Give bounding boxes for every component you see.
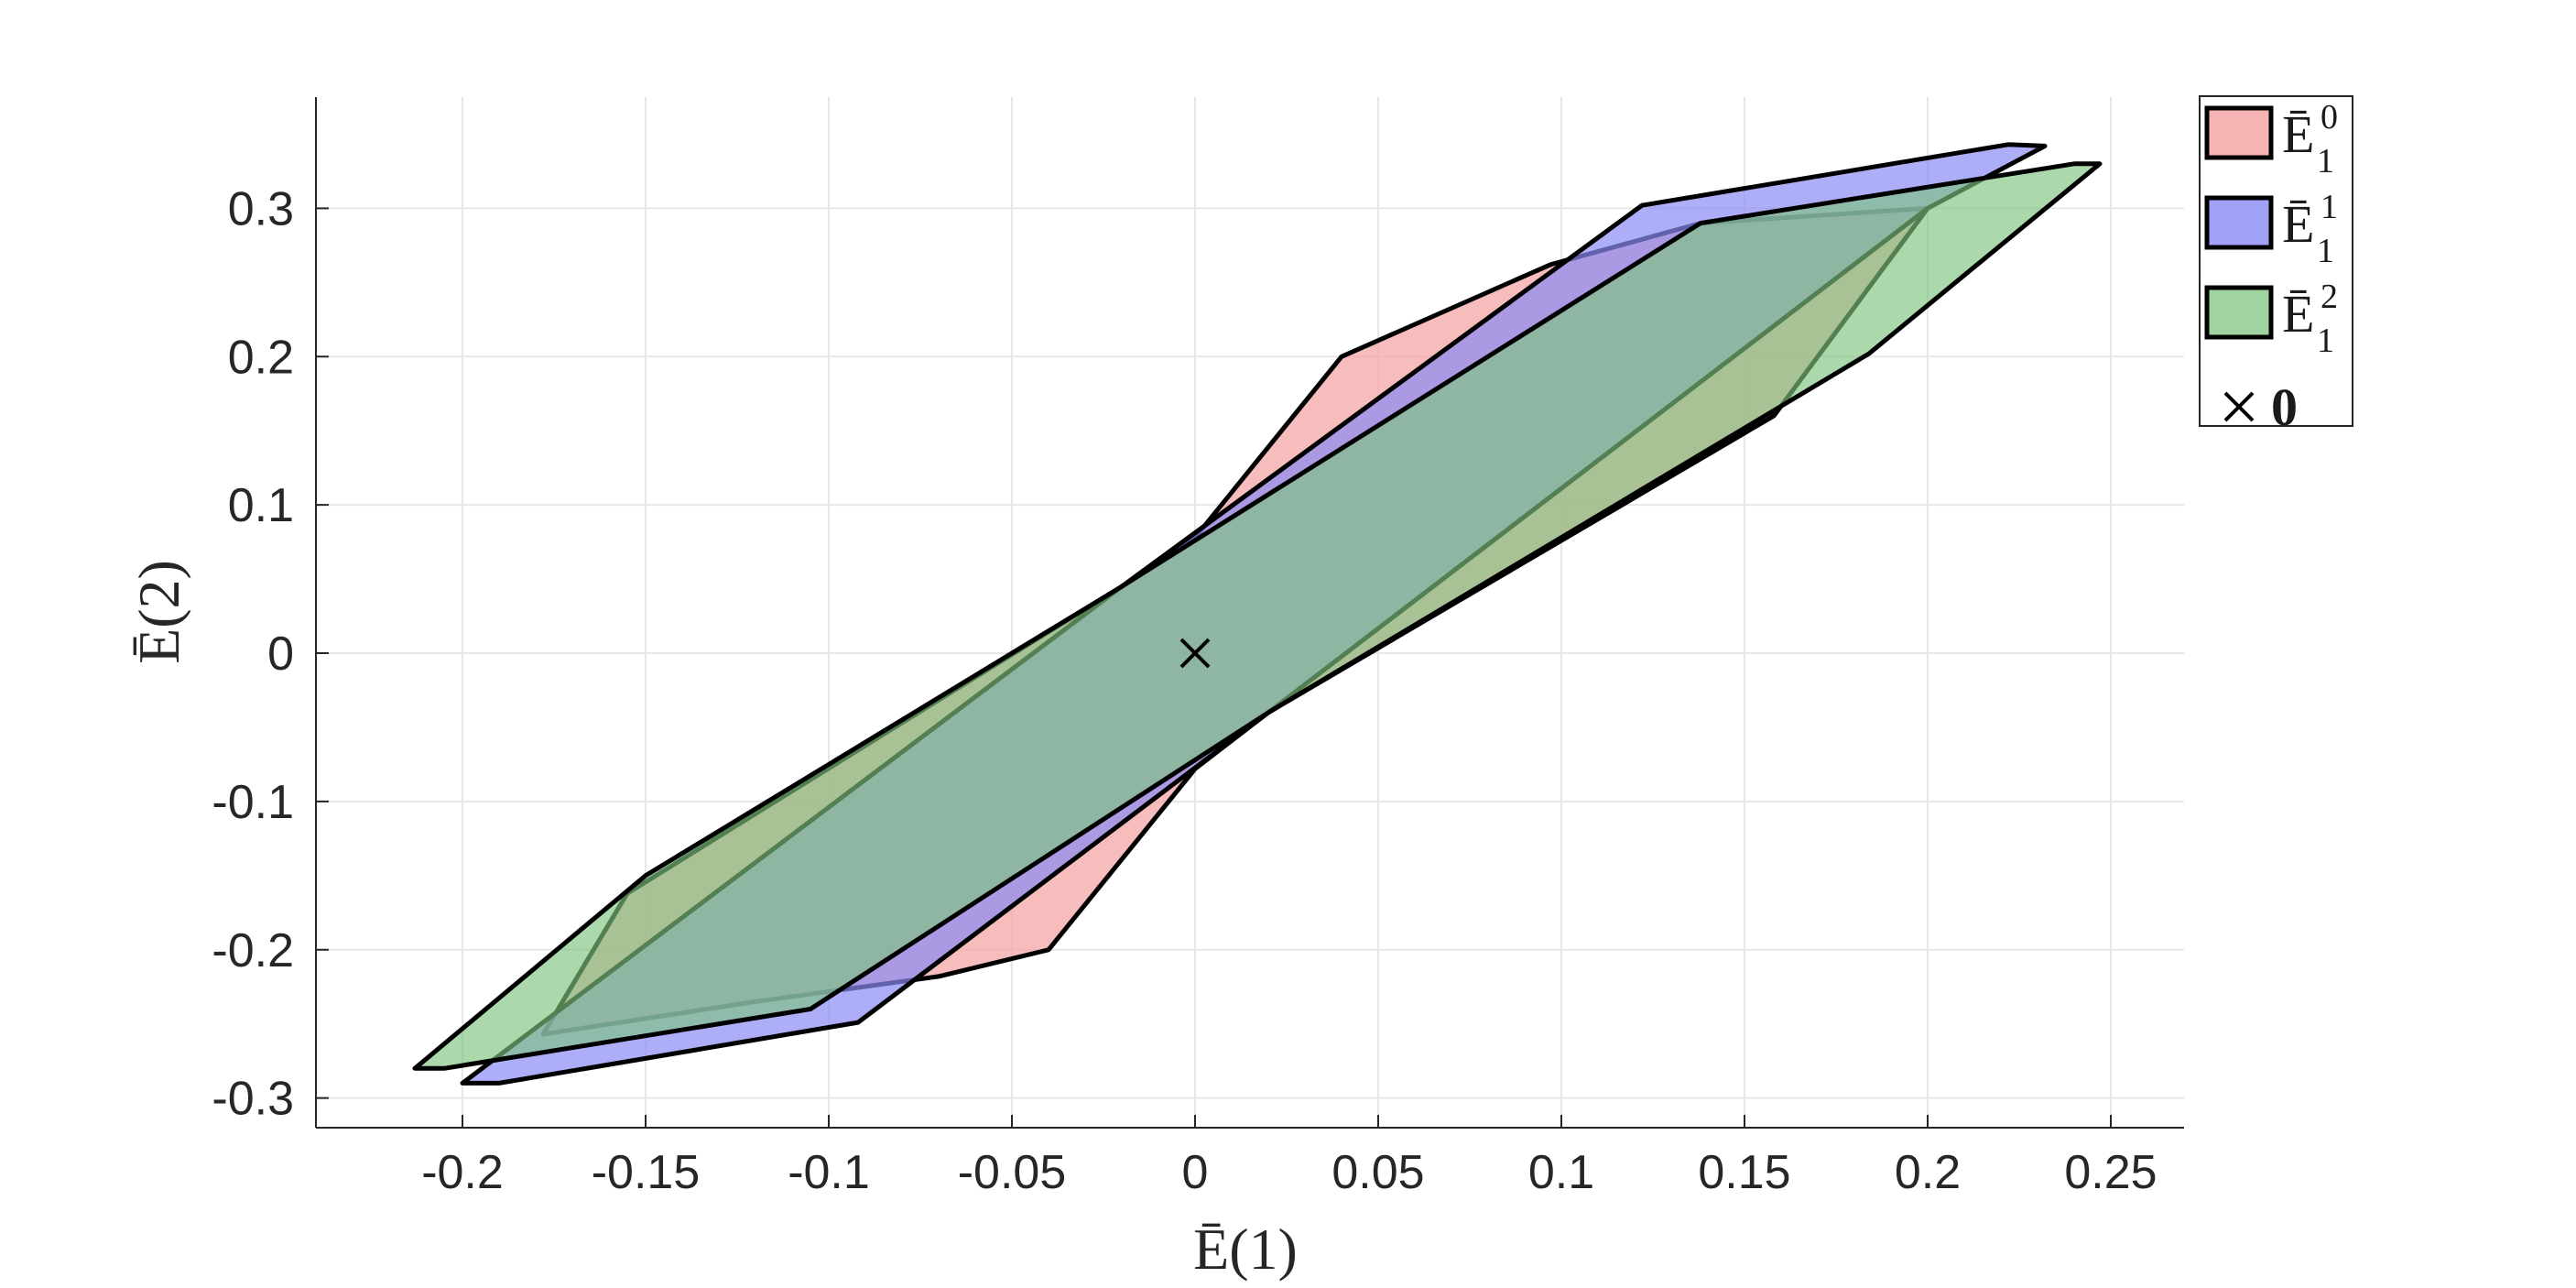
x-tick-label: -0.2 <box>421 1146 504 1199</box>
x-tick-label: -0.05 <box>958 1146 1067 1199</box>
y-tick-label: 0.3 <box>228 182 294 235</box>
legend-label-E1-2: Ē <box>2282 284 2314 344</box>
legend-subscript: 1 <box>2317 142 2334 180</box>
x-tick-label: 0.15 <box>1698 1146 1790 1199</box>
y-axis-label: Ē(2) <box>126 560 191 664</box>
legend-label-E1-1: Ē <box>2282 194 2314 254</box>
y-tick-label: 0.2 <box>228 331 294 384</box>
legend-marker-x <box>2223 391 2255 422</box>
y-tick-label: -0.3 <box>212 1073 294 1126</box>
legend-superscript: 1 <box>2321 188 2338 226</box>
polytope-E1-2 <box>412 161 2103 1071</box>
y-tick-label: 0 <box>267 628 294 681</box>
x-tick-label: 0 <box>1182 1146 1209 1199</box>
legend-label-origin: 0 <box>2271 377 2298 437</box>
legend-subscript: 1 <box>2317 232 2334 270</box>
x-tick-label: -0.1 <box>788 1146 870 1199</box>
x-tick-label: 0.25 <box>2064 1146 2157 1199</box>
x-tick-label: 0.1 <box>1528 1146 1594 1199</box>
origin-marker <box>1179 638 1211 669</box>
legend-subscript: 1 <box>2317 322 2334 360</box>
legend-superscript: 2 <box>2321 278 2338 316</box>
legend: Ē 01Ē 11Ē 210 <box>2199 95 2353 437</box>
x-tick-label: 0.05 <box>1331 1146 1424 1199</box>
legend-swatch-E1-0 <box>2204 105 2274 160</box>
y-tick-label: 0.1 <box>228 479 294 532</box>
y-tick-label: -0.1 <box>212 776 294 829</box>
y-tick-labels: 0.3 0.2 0.1 0 -0.1 -0.2 -0.3 <box>212 182 294 1125</box>
x-tick-label: 0.2 <box>1895 1146 1961 1199</box>
x-tick-labels: -0.2 -0.15 -0.1 -0.05 0 0.05 0.1 0.15 0.2 0.25 <box>421 1146 2157 1199</box>
legend-label-E1-0: Ē <box>2282 104 2314 164</box>
polytopes <box>412 142 2103 1086</box>
legend-swatch-E1-1 <box>2204 195 2274 250</box>
legend-superscript: 0 <box>2321 98 2338 136</box>
markers <box>1179 638 1211 669</box>
legend-swatch-E1-2 <box>2204 285 2274 340</box>
x-axis-label: Ē(1) <box>1193 1217 1298 1282</box>
x-tick-label: -0.15 <box>592 1146 701 1199</box>
y-tick-label: -0.2 <box>212 924 294 977</box>
axes <box>315 97 2184 1129</box>
